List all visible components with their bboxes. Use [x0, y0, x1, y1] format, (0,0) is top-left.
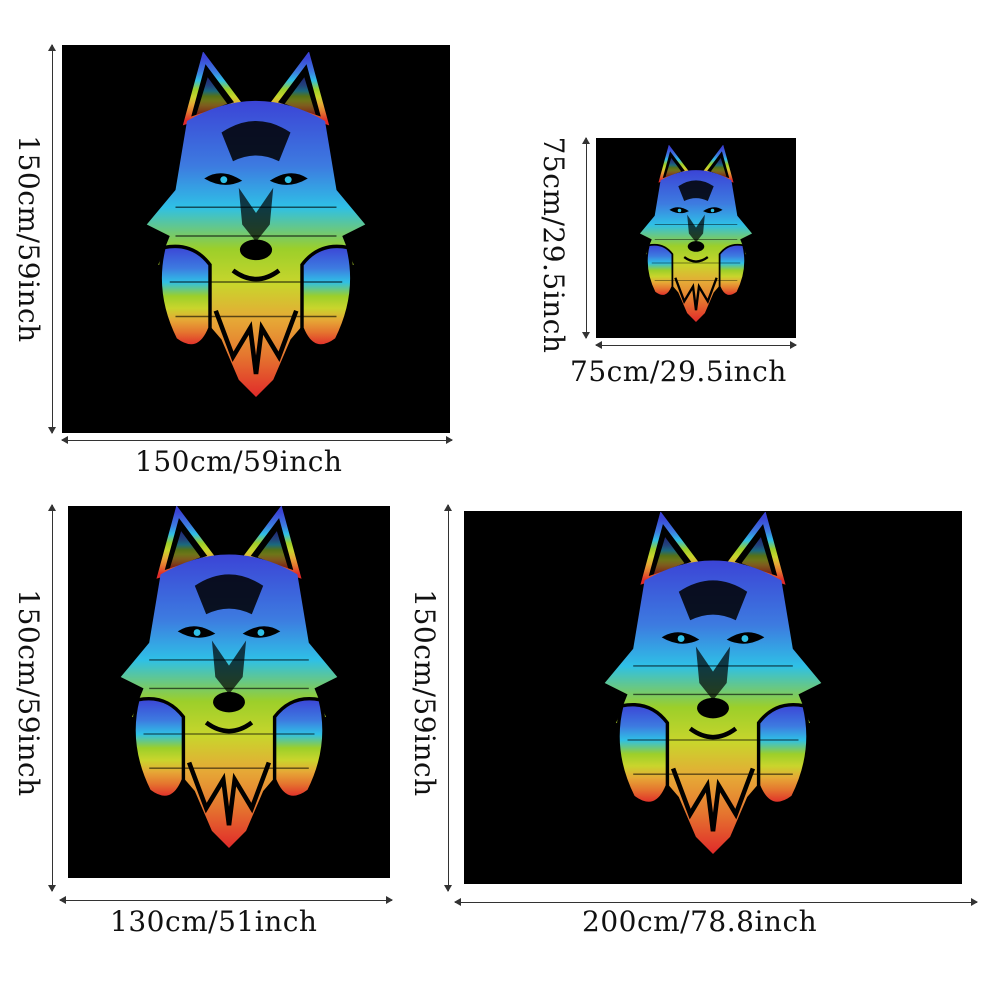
- height-label: 150cm/59inch: [12, 589, 45, 797]
- height-dimension-line: [48, 44, 56, 434]
- height-label: 75cm/29.5inch: [537, 136, 570, 354]
- width-label: 200cm/78.8inch: [582, 905, 818, 938]
- width-dimension-line: [454, 898, 978, 906]
- width-dimension-line: [59, 896, 393, 904]
- height-label: 150cm/59inch: [408, 589, 441, 797]
- width-label: 75cm/29.5inch: [570, 355, 787, 388]
- height-dimension-line: [582, 137, 590, 339]
- width-dimension-line: [61, 436, 453, 444]
- wolf-with-headphones-icon: [141, 52, 371, 397]
- height-dimension-line: [444, 504, 452, 892]
- width-label: 130cm/51inch: [110, 905, 318, 938]
- wolf-with-headphones-icon: [599, 512, 827, 854]
- width-label: 150cm/59inch: [135, 445, 343, 478]
- tapestry-panel-130x150: [68, 506, 390, 878]
- wolf-with-headphones-icon: [637, 145, 755, 322]
- wolf-with-headphones-icon: [115, 506, 343, 848]
- tapestry-panel-75x75: [596, 138, 796, 338]
- width-dimension-line: [595, 341, 797, 349]
- tapestry-panel-200x150: [464, 511, 962, 884]
- height-dimension-line: [48, 504, 56, 892]
- height-label: 150cm/59inch: [12, 135, 45, 343]
- tapestry-panel-150x150: [62, 45, 450, 433]
